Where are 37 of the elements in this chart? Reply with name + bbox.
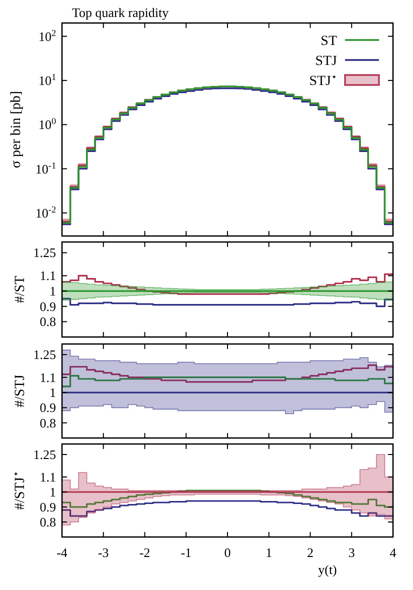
y-tick-label: 10$^{2}$ (38, 28, 56, 44)
y-tick-label: 0.9 (40, 298, 56, 314)
y-tick-label: 0.8 (40, 415, 56, 430)
y-tick-label: 10$^{0}$ (38, 116, 56, 132)
y-tick-label: 1 (50, 385, 56, 400)
y-tick-label: 1 (50, 484, 56, 500)
y-tick-label: 10$^{-1}$ (35, 160, 56, 176)
y-tick-label: 1.1 (40, 370, 56, 385)
y-axis-title: #/STJ (13, 374, 28, 408)
y-tick-label: 1.25 (33, 245, 56, 260)
chart-title: Top quark rapidity (72, 5, 170, 20)
y-tick-label: 1.25 (33, 347, 56, 362)
y-tick-label: 1 (50, 284, 56, 299)
y-axis-title: #/ST (13, 275, 28, 304)
legend-label: STJ (315, 54, 338, 69)
x-tick-label: 2 (307, 545, 314, 560)
x-tick-label: 1 (266, 545, 272, 560)
y-tick-label: 10$^{-2}$ (35, 204, 56, 220)
y-tick-label: 10$^{1}$ (38, 72, 56, 88)
x-tick-label: 0 (224, 545, 231, 560)
x-tick-label: -2 (139, 545, 150, 560)
y-tick-label: 0.9 (40, 500, 56, 514)
x-tick-label: -4 (56, 545, 68, 560)
y-tick-label: 0.9 (40, 400, 56, 416)
x-axis-title: y(t) (318, 562, 337, 577)
x-tick-label: -1 (180, 545, 192, 560)
legend-label: ST (320, 34, 338, 49)
x-tick-label: -3 (98, 545, 109, 560)
y-axis-title: σ per bin [pb] (9, 90, 24, 168)
y-tick-label: 1.25 (33, 447, 56, 462)
y-tick-label: 0.8 (40, 314, 56, 330)
y-tick-label: 1.1 (40, 268, 56, 284)
y-tick-label: 0.8 (40, 514, 56, 530)
y-tick-label: 1.1 (40, 470, 56, 484)
x-tick-label: 3 (348, 545, 355, 560)
x-tick-label: 4 (390, 545, 397, 560)
legend-label: STJ$^{⋆}$ (309, 72, 337, 89)
